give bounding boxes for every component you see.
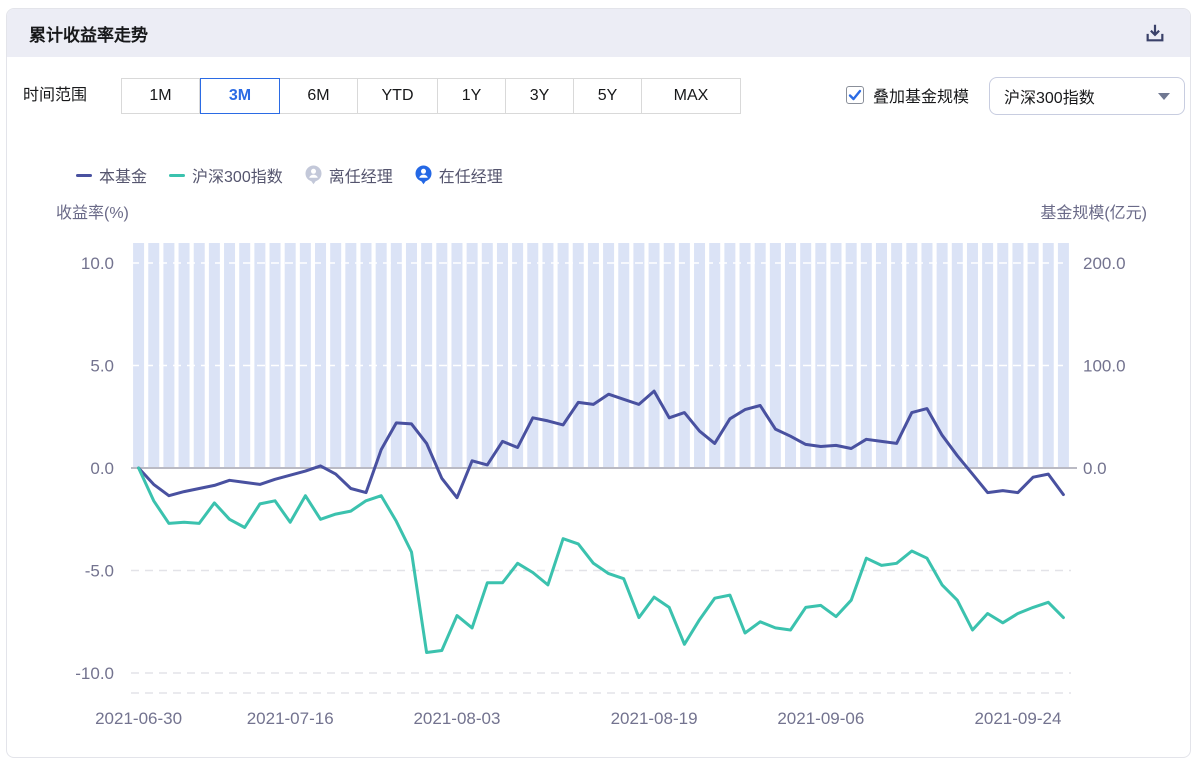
checkbox-icon[interactable] — [846, 86, 864, 104]
svg-text:200.0: 200.0 — [1083, 254, 1126, 273]
svg-text:100.0: 100.0 — [1083, 357, 1126, 376]
chevron-down-icon — [1158, 92, 1170, 100]
left-axis-title: 收益率(%) — [56, 205, 129, 222]
download-icon[interactable] — [1142, 20, 1168, 46]
time-range-1y[interactable]: 1Y — [438, 78, 506, 114]
overlay-fund-scale-toggle[interactable]: 叠加基金规模 — [846, 83, 969, 107]
legend-label: 本基金 — [99, 169, 148, 186]
legend-item-former-manager[interactable]: 离任经理 — [305, 163, 393, 187]
time-range-ytd[interactable]: YTD — [358, 78, 438, 114]
time-range-label: 时间范围 — [23, 87, 88, 104]
time-range-3y[interactable]: 3Y — [506, 78, 574, 114]
fund-trend-card: 累计收益率走势 时间范围 1M 3M 6M YTD 1Y 3Y 5Y MAX — [6, 8, 1191, 758]
time-range-max[interactable]: MAX — [642, 78, 741, 114]
time-range-1m[interactable]: 1M — [121, 78, 200, 114]
time-range-6m[interactable]: 6M — [280, 78, 358, 114]
legend-item-index[interactable]: 沪深300指数 — [169, 163, 283, 187]
legend-label: 离任经理 — [328, 169, 393, 186]
right-axis-title: 基金规模(亿元) — [1040, 205, 1147, 222]
svg-text:2021-09-24: 2021-09-24 — [974, 709, 1061, 728]
return-trend-chart[interactable]: 10.0 5.0 0.0 -5.0 -10.0 200.0 100.0 0.0 2021-06-… — [7, 9, 1191, 757]
legend-item-fund[interactable]: 本基金 — [76, 163, 147, 187]
current-manager-icon — [415, 165, 432, 185]
time-range-selector: 1M 3M 6M YTD 1Y 3Y 5Y MAX — [121, 78, 741, 114]
benchmark-select-value: 沪深300指数 — [1004, 90, 1095, 107]
svg-text:2021-07-16: 2021-07-16 — [247, 709, 334, 728]
svg-text:0.0: 0.0 — [90, 459, 114, 478]
svg-text:-5.0: -5.0 — [85, 562, 114, 581]
index-line-swatch — [169, 173, 186, 177]
page-title: 累计收益率走势 — [29, 25, 148, 45]
time-range-3m[interactable]: 3M — [200, 78, 280, 114]
legend-label: 在任经理 — [438, 169, 503, 186]
benchmark-select[interactable]: 沪深300指数 — [989, 77, 1185, 115]
svg-text:2021-06-30: 2021-06-30 — [95, 709, 182, 728]
svg-text:0.0: 0.0 — [1083, 459, 1107, 478]
svg-text:2021-08-03: 2021-08-03 — [413, 709, 500, 728]
fund-line-swatch — [76, 173, 92, 177]
svg-text:5.0: 5.0 — [90, 357, 114, 376]
card-header: 累计收益率走势 — [7, 9, 1190, 57]
svg-text:2021-09-06: 2021-09-06 — [777, 709, 864, 728]
former-manager-icon — [305, 165, 322, 185]
controls-row: 时间范围 1M 3M 6M YTD 1Y 3Y 5Y MAX 叠加基金规模 沪深… — [7, 77, 1190, 115]
chart-legend: 本基金 沪深300指数 离任经理 — [76, 163, 525, 187]
legend-label: 沪深300指数 — [192, 169, 283, 186]
svg-text:10.0: 10.0 — [81, 254, 114, 273]
axis-titles: 收益率(%) 基金规模(亿元) — [7, 199, 1190, 222]
svg-text:2021-08-19: 2021-08-19 — [611, 709, 698, 728]
chart-area: 10.0 5.0 0.0 -5.0 -10.0 200.0 100.0 0.0 2021-06-… — [7, 9, 1191, 757]
time-range-5y[interactable]: 5Y — [574, 78, 642, 114]
svg-text:-10.0: -10.0 — [75, 664, 114, 683]
legend-item-current-manager[interactable]: 在任经理 — [415, 163, 503, 187]
overlay-checkbox-label: 叠加基金规模 — [873, 89, 970, 106]
